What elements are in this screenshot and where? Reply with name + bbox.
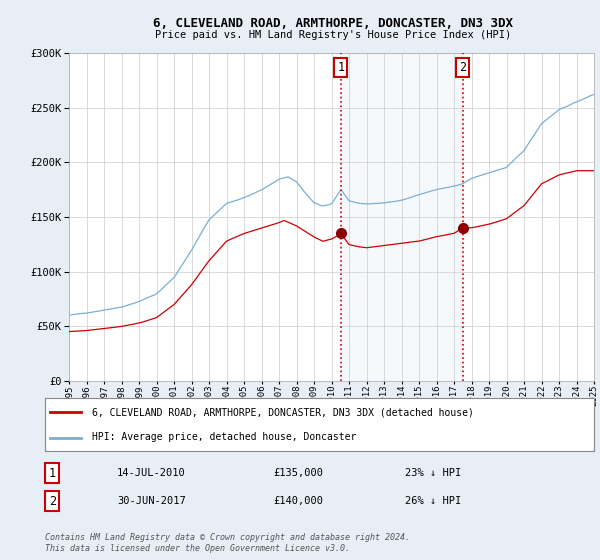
Text: £140,000: £140,000 [273, 496, 323, 506]
Text: Price paid vs. HM Land Registry's House Price Index (HPI): Price paid vs. HM Land Registry's House … [155, 30, 511, 40]
Text: 26% ↓ HPI: 26% ↓ HPI [405, 496, 461, 506]
Text: 2: 2 [459, 62, 466, 74]
Text: 2: 2 [49, 494, 56, 508]
Text: 1: 1 [337, 62, 344, 74]
Text: 30-JUN-2017: 30-JUN-2017 [117, 496, 186, 506]
Text: 23% ↓ HPI: 23% ↓ HPI [405, 468, 461, 478]
Text: HPI: Average price, detached house, Doncaster: HPI: Average price, detached house, Donc… [92, 432, 356, 442]
Text: 14-JUL-2010: 14-JUL-2010 [117, 468, 186, 478]
Text: £135,000: £135,000 [273, 468, 323, 478]
Text: 6, CLEVELAND ROAD, ARMTHORPE, DONCASTER, DN3 3DX (detached house): 6, CLEVELAND ROAD, ARMTHORPE, DONCASTER,… [92, 408, 473, 418]
Text: Contains HM Land Registry data © Crown copyright and database right 2024.
This d: Contains HM Land Registry data © Crown c… [45, 534, 410, 553]
Bar [341, 53, 463, 381]
Text: 6, CLEVELAND ROAD, ARMTHORPE, DONCASTER, DN3 3DX: 6, CLEVELAND ROAD, ARMTHORPE, DONCASTER,… [153, 17, 513, 30]
Text: 1: 1 [49, 466, 56, 480]
